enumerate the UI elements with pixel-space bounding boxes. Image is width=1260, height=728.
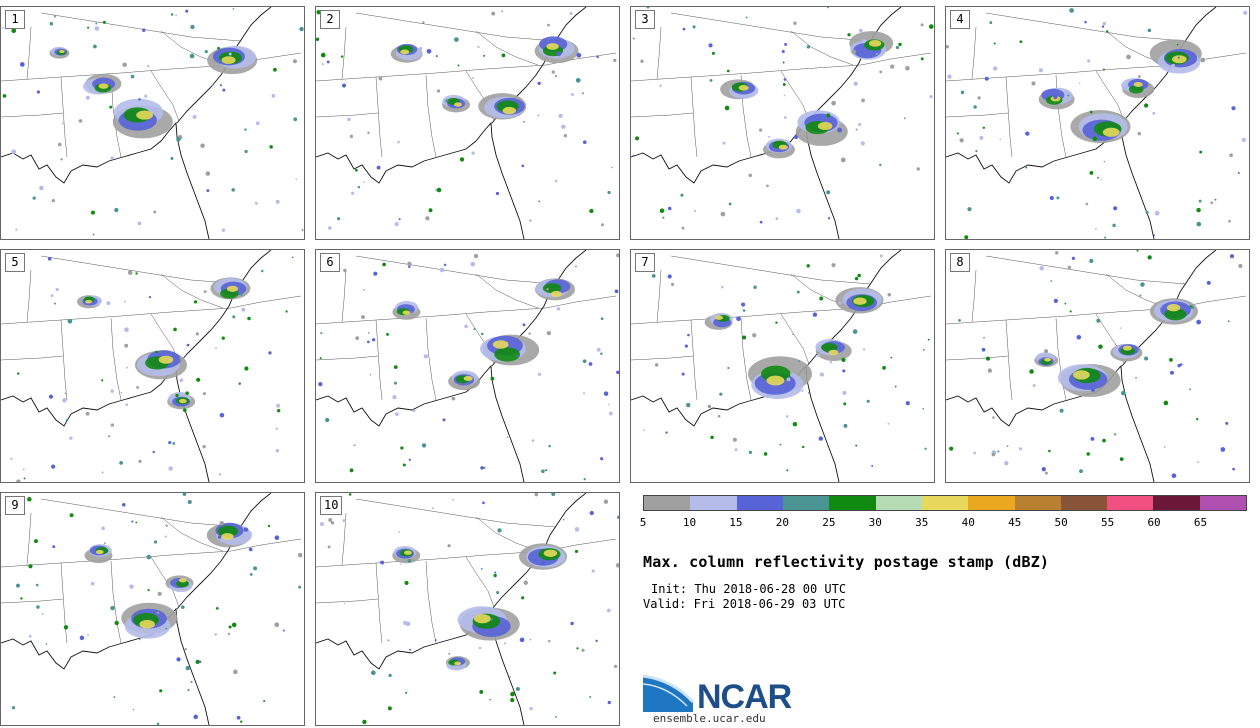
colorbar-swatch xyxy=(1060,496,1108,510)
member-panel-1[interactable]: 1 xyxy=(0,6,305,240)
colorbar-tick-label: 50 xyxy=(1054,516,1068,529)
reflectivity-map xyxy=(316,7,617,239)
member-number: 4 xyxy=(950,10,970,29)
colorbar-tick-label: 25 xyxy=(822,516,836,529)
init-time: Init: Thu 2018-06-28 00 UTC xyxy=(651,582,847,596)
colorbar-swatch xyxy=(1107,496,1154,510)
reflectivity-map xyxy=(1,493,303,725)
colorbar-swatch xyxy=(875,496,922,510)
colorbar-tick-label: 35 xyxy=(915,516,929,529)
website-link[interactable]: ensemble.ucar.edu xyxy=(653,712,766,725)
colorbar-swatch xyxy=(690,496,737,510)
reflectivity-map xyxy=(946,7,1248,239)
member-panel-10[interactable]: 10 xyxy=(315,492,620,726)
member-number: 10 xyxy=(320,496,343,515)
colorbar-tick-label: 15 xyxy=(729,516,743,529)
member-number: 1 xyxy=(5,10,25,29)
member-panel-5[interactable]: 5 xyxy=(0,249,305,483)
member-panel-4[interactable]: 4 xyxy=(945,6,1250,240)
reflectivity-map xyxy=(316,250,619,482)
colorbar-tick-label: 45 xyxy=(1008,516,1022,529)
colorbar-tick-label: 40 xyxy=(961,516,975,529)
reflectivity-map xyxy=(316,493,619,725)
member-number: 6 xyxy=(320,253,340,272)
colorbar-tick-label: 65 xyxy=(1193,516,1208,529)
ncar-wordmark: NCAR xyxy=(697,678,792,716)
member-panel-3[interactable]: 3 xyxy=(630,6,935,240)
member-number: 5 xyxy=(5,253,25,272)
colorbar-swatch xyxy=(968,496,1015,510)
colorbar-tick-label: 5 xyxy=(639,516,647,529)
reflectivity-map xyxy=(1,250,302,482)
colorbar xyxy=(643,495,1247,511)
member-panel-2[interactable]: 2 xyxy=(315,6,620,240)
colorbar-tick-label: 20 xyxy=(775,516,789,529)
valid-time: Valid: Fri 2018-06-29 03 UTC xyxy=(643,597,846,611)
colorbar-swatch xyxy=(782,496,830,510)
member-number: 7 xyxy=(635,253,655,272)
member-panel-8[interactable]: 8 xyxy=(945,249,1250,483)
colorbar-swatch xyxy=(829,496,876,510)
member-number: 2 xyxy=(320,10,340,29)
colorbar-swatch xyxy=(921,496,969,510)
reflectivity-map xyxy=(946,250,1247,482)
colorbar-swatch xyxy=(736,496,783,510)
colorbar-tick-label: 55 xyxy=(1100,516,1115,529)
member-number: 3 xyxy=(635,10,655,29)
figure-title: Max. column reflectivity postage stamp (… xyxy=(643,553,1050,571)
colorbar-tick-label: 10 xyxy=(682,516,697,529)
ncar-logo-icon xyxy=(643,674,695,712)
colorbar-tick-label: 60 xyxy=(1147,516,1161,529)
colorbar-tick-labels: 5 10 15 20 25 30 35 40 45 50 55 60 65 xyxy=(639,516,1247,530)
reflectivity-map xyxy=(631,250,932,482)
reflectivity-map xyxy=(631,7,934,239)
member-number: 8 xyxy=(950,253,970,272)
reflectivity-map xyxy=(1,7,304,239)
colorbar-swatch xyxy=(1153,496,1200,510)
colorbar-swatch xyxy=(1014,496,1061,510)
member-panel-6[interactable]: 6 xyxy=(315,249,620,483)
colorbar-swatch xyxy=(644,496,691,510)
member-panel-9[interactable]: 9 xyxy=(0,492,305,726)
member-panel-7[interactable]: 7 xyxy=(630,249,935,483)
member-number: 9 xyxy=(5,496,25,515)
colorbar-swatch xyxy=(1199,496,1247,510)
colorbar-tick-label: 30 xyxy=(868,516,882,529)
